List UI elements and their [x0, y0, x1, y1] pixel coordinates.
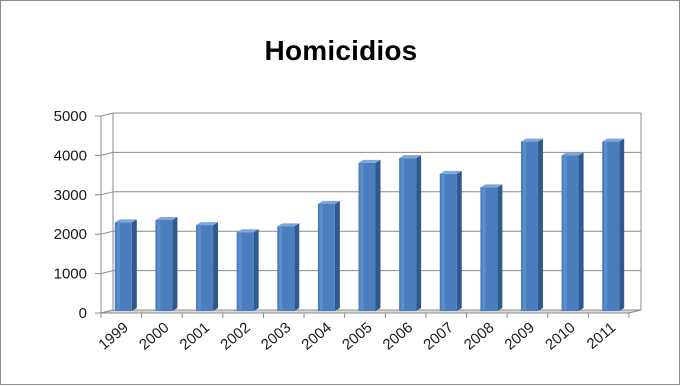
bar-highlight: [604, 142, 608, 310]
bar-side: [497, 184, 503, 311]
y-tick-label: 4000: [54, 147, 87, 164]
bar-2005: [358, 159, 381, 311]
bar-top: [155, 217, 178, 221]
bar-2011: [602, 138, 625, 311]
bar-side: [619, 138, 625, 311]
bar-2010: [561, 152, 584, 311]
x-tick-label: 2002: [217, 319, 253, 353]
x-tick-label: 1999: [95, 319, 131, 353]
bar-side: [131, 219, 137, 311]
bar-highlight: [401, 159, 405, 310]
bar-top: [317, 200, 340, 204]
bar-top: [480, 184, 503, 188]
bar-side: [334, 200, 340, 311]
bar-highlight: [522, 142, 526, 310]
gridline-depth: [100, 112, 114, 117]
chart-title: Homicidios: [264, 35, 418, 66]
bar-highlight: [441, 174, 445, 310]
gridline-depth: [100, 230, 114, 235]
bar-2003: [277, 223, 300, 311]
bar-highlight: [482, 188, 486, 310]
bar-side: [456, 170, 462, 311]
bar-top: [114, 219, 137, 223]
x-tick-label: 2000: [136, 319, 172, 353]
bar-top: [602, 138, 625, 142]
bar-top: [561, 152, 584, 156]
bar-highlight: [319, 204, 323, 310]
bar-2007: [439, 170, 462, 311]
bar-top: [439, 170, 462, 174]
gridline-depth: [100, 270, 114, 275]
y-tick-label: 2000: [54, 226, 87, 243]
x-tick-label: 2001: [177, 319, 213, 353]
y-tick-label: 0: [79, 305, 87, 322]
bar-top: [277, 223, 300, 227]
x-tick-label: 2011: [584, 319, 620, 353]
bar-side: [578, 152, 584, 311]
bar-side: [416, 155, 422, 311]
bar-2009: [520, 138, 543, 311]
bar-top: [399, 155, 422, 159]
bar-2000: [155, 217, 178, 311]
bar-1999: [114, 219, 137, 311]
y-tick-label: 5000: [54, 108, 87, 125]
bar-2008: [480, 184, 503, 311]
x-tick-label: 2007: [420, 319, 456, 353]
bar-side: [375, 159, 381, 311]
x-tick-label: 2005: [339, 319, 375, 353]
bar-side: [172, 217, 178, 311]
bar-side: [213, 222, 219, 311]
y-tick-label: 3000: [54, 187, 87, 204]
gridline-depth: [100, 191, 114, 196]
bar-2004: [317, 200, 340, 311]
bar-highlight: [116, 223, 120, 310]
bar-top: [358, 159, 381, 163]
bar-highlight: [563, 156, 567, 310]
bar-top: [520, 138, 543, 142]
x-tick-label: 2003: [258, 319, 294, 353]
x-tick-label: 2010: [542, 319, 578, 353]
gridline-depth: [100, 151, 114, 156]
x-tick-label: 2008: [461, 319, 497, 353]
x-tick-label: 2004: [298, 319, 334, 353]
bar-2006: [399, 155, 422, 311]
bar-highlight: [157, 221, 161, 310]
bar-2001: [196, 222, 219, 311]
bar-side: [294, 223, 300, 311]
bar-side: [253, 229, 259, 311]
bar-highlight: [279, 227, 283, 310]
bar-top: [236, 229, 259, 233]
bar-top: [196, 222, 219, 226]
x-tick-label: 2006: [380, 319, 416, 353]
y-tick-label: 1000: [54, 266, 87, 283]
bar-highlight: [198, 226, 202, 310]
bar-side: [537, 138, 543, 311]
x-tick-label: 2009: [502, 319, 538, 353]
bar-highlight: [238, 233, 242, 310]
bar-highlight: [360, 163, 364, 310]
bar-2002: [236, 229, 259, 311]
